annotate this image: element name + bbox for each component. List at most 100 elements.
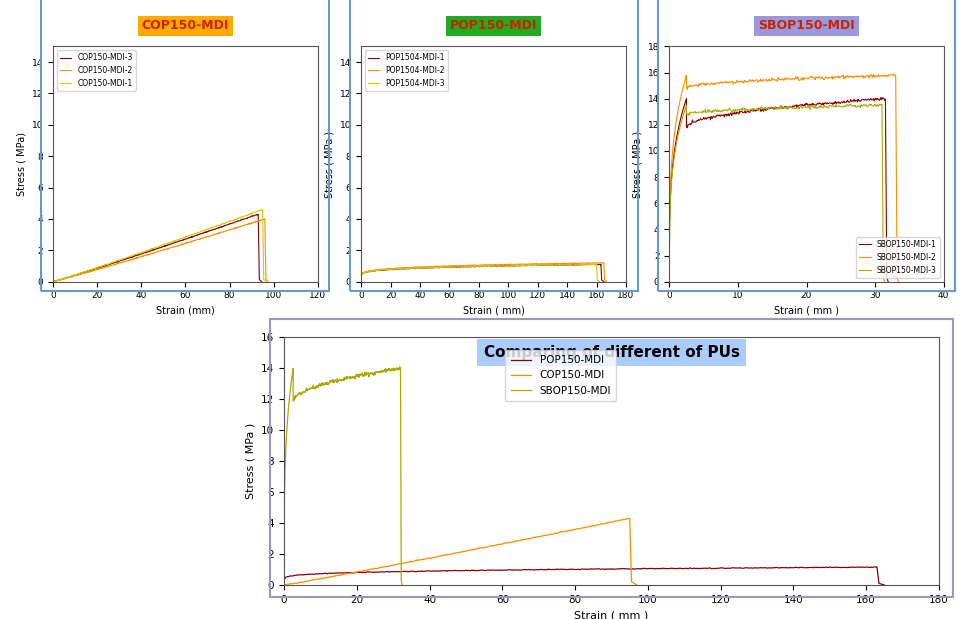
SBOP150-MDI-3 xyxy=(694,108,706,116)
POP150-MDI xyxy=(871,563,882,571)
COP150-MDI-1 xyxy=(124,253,136,260)
POP150-MDI xyxy=(508,566,520,574)
COP150-MDI-2 xyxy=(90,267,101,274)
COP150-MDI-1 xyxy=(85,266,96,274)
POP150-MDI xyxy=(396,568,407,575)
COP150-MDI xyxy=(295,579,306,586)
SBOP150-MDI-1 xyxy=(664,278,675,285)
POP1504-MDI-2 xyxy=(393,264,404,272)
SBOP150-MDI-2 xyxy=(674,100,686,107)
POP1504-MDI-2 xyxy=(450,262,461,269)
SBOP150-MDI-3 xyxy=(742,106,753,113)
POP1504-MDI-3 xyxy=(402,265,413,272)
COP150-MDI-1 xyxy=(257,206,269,213)
POP1504-MDI-1 xyxy=(443,264,455,271)
COP150-MDI-3 xyxy=(47,278,59,285)
SBOP150-MDI-2 xyxy=(831,73,843,80)
POP1504-MDI-1 xyxy=(583,260,594,267)
COP150-MDI xyxy=(430,553,442,560)
POP1504-MDI-1 xyxy=(403,265,414,272)
SBOP150-MDI-2 xyxy=(745,77,757,85)
POP1504-MDI-1 xyxy=(355,273,367,280)
SBOP150-MDI-3 xyxy=(821,103,833,111)
Line: SBOP150-MDI-2: SBOP150-MDI-2 xyxy=(669,74,898,282)
Line: COP150-MDI-1: COP150-MDI-1 xyxy=(53,209,266,282)
Line: POP1504-MDI-1: POP1504-MDI-1 xyxy=(361,264,604,282)
COP150-MDI-3 xyxy=(122,255,134,262)
COP150-MDI-2 xyxy=(262,278,273,285)
SBOP150-MDI xyxy=(397,581,408,589)
Y-axis label: Stress ( MPa): Stress ( MPa) xyxy=(16,132,26,196)
POP1504-MDI-3 xyxy=(593,278,606,285)
POP1504-MDI-1 xyxy=(598,278,610,285)
SBOP150-MDI-3 xyxy=(845,100,856,108)
COP150-MDI-3 xyxy=(84,267,95,274)
POP150-MDI xyxy=(278,576,290,584)
COP150-MDI-2 xyxy=(130,255,142,262)
X-axis label: Strain ( mm ): Strain ( mm ) xyxy=(574,610,649,619)
COP150-MDI-1 xyxy=(47,278,59,285)
SBOP150-MDI-3 xyxy=(699,108,711,115)
POP150-MDI xyxy=(495,566,507,574)
COP150-MDI-2 xyxy=(259,215,271,223)
SBOP150-MDI xyxy=(298,389,309,396)
COP150-MDI-2 xyxy=(47,278,59,285)
SBOP150-MDI-1 xyxy=(882,278,894,285)
SBOP150-MDI xyxy=(295,391,306,399)
POP1504-MDI-3 xyxy=(447,264,458,271)
COP150-MDI xyxy=(351,568,362,576)
POP150-MDI xyxy=(718,565,730,572)
Line: COP150-MDI-3: COP150-MDI-3 xyxy=(53,214,262,282)
POP1504-MDI-1 xyxy=(449,263,460,271)
Line: SBOP150-MDI-3: SBOP150-MDI-3 xyxy=(669,104,885,282)
SBOP150-MDI-2 xyxy=(887,70,898,77)
Line: POP1504-MDI-3: POP1504-MDI-3 xyxy=(361,264,599,282)
POP1504-MDI-2 xyxy=(398,264,409,271)
COP150-MDI-1 xyxy=(80,267,91,275)
Line: POP1504-MDI-2: POP1504-MDI-2 xyxy=(361,262,607,282)
POP150-MDI xyxy=(878,581,890,589)
POP1504-MDI-1 xyxy=(534,262,545,269)
COP150-MDI xyxy=(389,561,401,568)
SBOP150-MDI-1 xyxy=(674,120,686,128)
POP1504-MDI-2 xyxy=(601,278,612,285)
Line: COP150-MDI-2: COP150-MDI-2 xyxy=(53,219,268,282)
POP150-MDI xyxy=(371,568,382,576)
COP150-MDI-2 xyxy=(124,256,136,264)
SBOP150-MDI-3 xyxy=(664,278,675,285)
SBOP150-MDI xyxy=(278,581,290,589)
SBOP150-MDI xyxy=(281,423,293,431)
SBOP150-MDI-2 xyxy=(669,128,681,135)
POP1504-MDI-2 xyxy=(535,260,547,267)
POP1504-MDI-3 xyxy=(584,261,595,268)
SBOP150-MDI-1 xyxy=(669,145,681,152)
COP150-MDI-1 xyxy=(48,278,60,285)
Text: SBOP150-MDI: SBOP150-MDI xyxy=(758,19,855,32)
COP150-MDI-1 xyxy=(260,278,272,285)
SBOP150-MDI-1 xyxy=(876,93,888,101)
POP1504-MDI-3 xyxy=(441,264,453,271)
SBOP150-MDI-2 xyxy=(700,82,712,89)
COP150-MDI-3 xyxy=(127,253,139,261)
Line: SBOP150-MDI-1: SBOP150-MDI-1 xyxy=(669,97,888,282)
X-axis label: Strain ( mm ): Strain ( mm ) xyxy=(774,306,839,316)
SBOP150-MDI xyxy=(394,363,405,371)
COP150-MDI-2 xyxy=(80,269,91,276)
COP150-MDI-3 xyxy=(88,266,99,273)
SBOP150-MDI-1 xyxy=(823,99,835,106)
COP150-MDI xyxy=(278,581,290,589)
POP1504-MDI-2 xyxy=(403,264,415,271)
SBOP150-MDI-2 xyxy=(664,278,675,285)
POP1504-MDI-2 xyxy=(355,273,367,280)
POP150-MDI xyxy=(383,568,395,576)
Legend: COP150-MDI-3, COP150-MDI-2, COP150-MDI-1: COP150-MDI-3, COP150-MDI-2, COP150-MDI-1 xyxy=(57,50,136,91)
SBOP150-MDI xyxy=(365,370,377,378)
Text: Comparing of different of PUs: Comparing of different of PUs xyxy=(483,345,740,360)
COP150-MDI-3 xyxy=(199,228,211,236)
POP1504-MDI-1 xyxy=(398,265,409,272)
POP1504-MDI-3 xyxy=(355,274,367,281)
SBOP150-MDI-2 xyxy=(695,80,707,88)
Text: COP150-MDI: COP150-MDI xyxy=(142,19,229,32)
POP1504-MDI-3 xyxy=(530,261,541,269)
POP1504-MDI-2 xyxy=(597,259,609,266)
